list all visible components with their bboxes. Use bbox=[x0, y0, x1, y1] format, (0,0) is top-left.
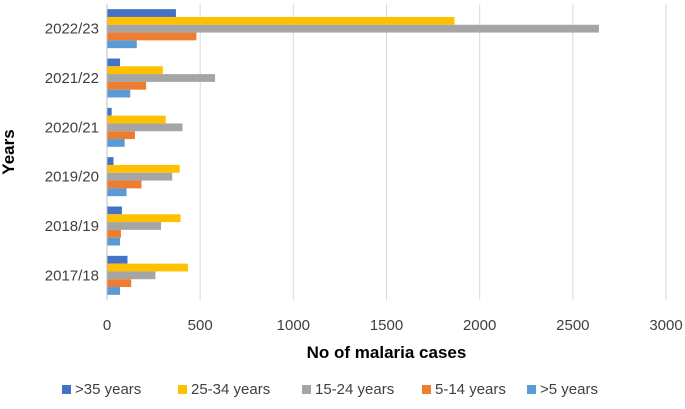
bar-2017-18-2534years bbox=[107, 263, 189, 272]
bar-2022-23-35years bbox=[107, 9, 176, 17]
legend-swatch bbox=[527, 385, 536, 394]
y-tick-label: 2020/21 bbox=[45, 119, 99, 136]
x-tick-label: 1500 bbox=[370, 317, 403, 334]
bar-2021-22-1524years bbox=[107, 74, 216, 82]
x-axis-title: No of malaria cases bbox=[307, 343, 467, 362]
bar-2019-20-2534years bbox=[107, 164, 180, 173]
bar-2021-22-514years bbox=[107, 81, 147, 90]
bar-2018-19-2534years bbox=[107, 214, 181, 223]
y-tick-label: 2018/19 bbox=[45, 218, 99, 235]
bars bbox=[107, 9, 599, 295]
bar-2017-18-35years bbox=[107, 255, 128, 264]
bar-2017-18-5years bbox=[107, 287, 121, 295]
legend-label: >35 years bbox=[75, 381, 141, 398]
legend: >35 years 25-34 years 15-24 years 5-14 year… bbox=[62, 381, 598, 398]
legend-label: >5 years bbox=[540, 381, 598, 398]
bar-2018-19-1524years bbox=[107, 222, 162, 230]
bar-2020-21-1524years bbox=[107, 123, 183, 132]
legend-swatch bbox=[302, 385, 311, 394]
legend-label: 5-14 years bbox=[435, 381, 506, 398]
bar-2019-20-5years bbox=[107, 188, 127, 197]
y-tick-labels: 2017/18 2018/19 2019/20 2020/21 2021/22 2022/… bbox=[45, 21, 99, 285]
legend-swatch bbox=[62, 385, 71, 394]
y-tick-label: 2021/22 bbox=[45, 70, 99, 87]
x-tick-label: 2000 bbox=[463, 317, 496, 334]
y-tick-label: 2019/20 bbox=[45, 169, 99, 186]
x-tick-label: 2500 bbox=[556, 317, 589, 334]
bar-2018-19-514years bbox=[107, 229, 121, 238]
legend-swatch bbox=[178, 385, 187, 394]
bar-2022-23-514years bbox=[107, 32, 197, 41]
bar-2021-22-2534years bbox=[107, 66, 163, 75]
x-tick-labels: 0 500 1000 1500 2000 2500 3000 bbox=[103, 317, 683, 334]
bar-2017-18-514years bbox=[107, 279, 132, 288]
legend-swatch bbox=[422, 385, 431, 394]
y-tick-label: 2017/18 bbox=[45, 267, 99, 284]
bar-2020-21-2534years bbox=[107, 115, 166, 124]
y-axis-title: Years bbox=[0, 129, 18, 174]
gridlines bbox=[199, 4, 667, 300]
legend-label: 15-24 years bbox=[315, 381, 394, 398]
bar-2020-21-5years bbox=[107, 139, 125, 147]
bar-2018-19-5years bbox=[107, 237, 121, 246]
bar-2020-21-35years bbox=[107, 107, 112, 116]
bar-2019-20-514years bbox=[107, 180, 142, 189]
bar-2019-20-35years bbox=[107, 157, 114, 165]
bar-2018-19-35years bbox=[107, 206, 122, 215]
bar-2021-22-35years bbox=[107, 58, 121, 67]
bar-2017-18-1524years bbox=[107, 271, 156, 280]
legend-label: 25-34 years bbox=[191, 381, 270, 398]
x-tick-label: 0 bbox=[103, 317, 111, 334]
bar-2022-23-2534years bbox=[107, 16, 455, 25]
x-tick-label: 1000 bbox=[277, 317, 310, 334]
bar-2021-22-5years bbox=[107, 89, 131, 98]
y-tick-label: 2022/23 bbox=[45, 21, 99, 38]
x-tick-label: 500 bbox=[188, 317, 213, 334]
x-tick-label: 3000 bbox=[649, 317, 682, 334]
bar-2020-21-514years bbox=[107, 131, 135, 140]
bar-2022-23-5years bbox=[107, 40, 137, 49]
bar-2022-23-1524years bbox=[107, 24, 599, 33]
bar-2019-20-1524years bbox=[107, 172, 173, 181]
